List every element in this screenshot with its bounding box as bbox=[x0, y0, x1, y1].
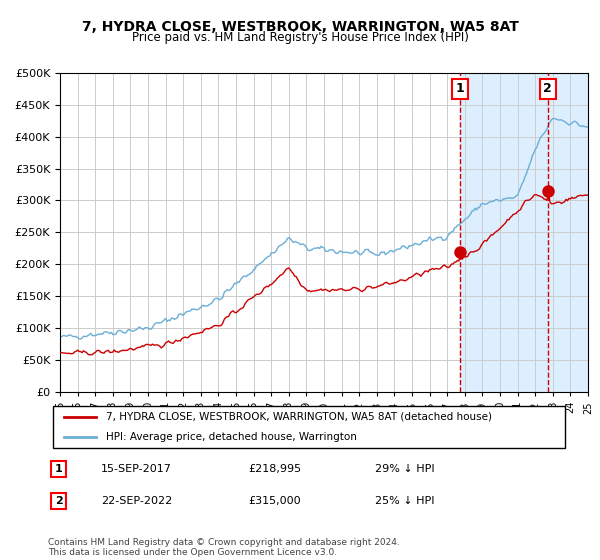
Text: 22-SEP-2022: 22-SEP-2022 bbox=[101, 496, 172, 506]
Text: 1: 1 bbox=[55, 464, 62, 474]
Text: 7, HYDRA CLOSE, WESTBROOK, WARRINGTON, WA5 8AT (detached house): 7, HYDRA CLOSE, WESTBROOK, WARRINGTON, W… bbox=[106, 412, 492, 422]
Text: Contains HM Land Registry data © Crown copyright and database right 2024.
This d: Contains HM Land Registry data © Crown c… bbox=[48, 538, 400, 557]
Text: 2: 2 bbox=[55, 496, 62, 506]
Text: 2: 2 bbox=[544, 82, 552, 95]
Text: 29% ↓ HPI: 29% ↓ HPI bbox=[376, 464, 435, 474]
Text: 25% ↓ HPI: 25% ↓ HPI bbox=[376, 496, 435, 506]
Text: HPI: Average price, detached house, Warrington: HPI: Average price, detached house, Warr… bbox=[106, 432, 357, 442]
Text: 15-SEP-2017: 15-SEP-2017 bbox=[101, 464, 172, 474]
Bar bbox=[460, 73, 588, 392]
Text: 1: 1 bbox=[455, 82, 464, 95]
Text: £218,995: £218,995 bbox=[248, 464, 302, 474]
Text: 7, HYDRA CLOSE, WESTBROOK, WARRINGTON, WA5 8AT: 7, HYDRA CLOSE, WESTBROOK, WARRINGTON, W… bbox=[82, 20, 518, 34]
FancyBboxPatch shape bbox=[53, 405, 565, 449]
Text: £315,000: £315,000 bbox=[248, 496, 301, 506]
Text: Price paid vs. HM Land Registry's House Price Index (HPI): Price paid vs. HM Land Registry's House … bbox=[131, 31, 469, 44]
